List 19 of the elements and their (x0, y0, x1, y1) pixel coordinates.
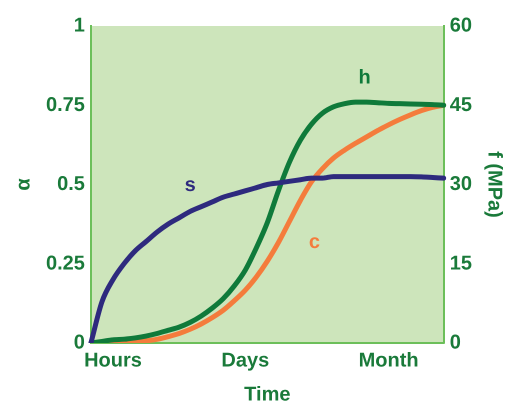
y2-tick-label: 60 (450, 14, 472, 37)
y2-tick-label: 15 (450, 252, 472, 274)
x-tick-label: Days (221, 350, 270, 372)
y-tick-label: 0.5 (57, 173, 85, 196)
y-tick-label: 0 (74, 332, 85, 354)
y-tick-label: 0.75 (46, 94, 85, 116)
x-tick-label: Month (358, 350, 419, 372)
y2-tick-label: 0 (450, 332, 461, 354)
series-label: h (358, 66, 371, 89)
series-label: c (308, 230, 320, 253)
y2-tick-label: 30 (450, 173, 472, 196)
y-tick-label: 1 (74, 14, 85, 37)
y-axis-title: α (12, 178, 35, 191)
y2-axis-title: f (MPa) (483, 151, 506, 218)
x-tick-label: Hours (84, 350, 142, 372)
series-label: s (184, 174, 196, 196)
x-axis-title: Time (244, 384, 291, 406)
y-tick-label: 0.25 (46, 252, 85, 274)
y2-tick-label: 45 (450, 94, 472, 116)
